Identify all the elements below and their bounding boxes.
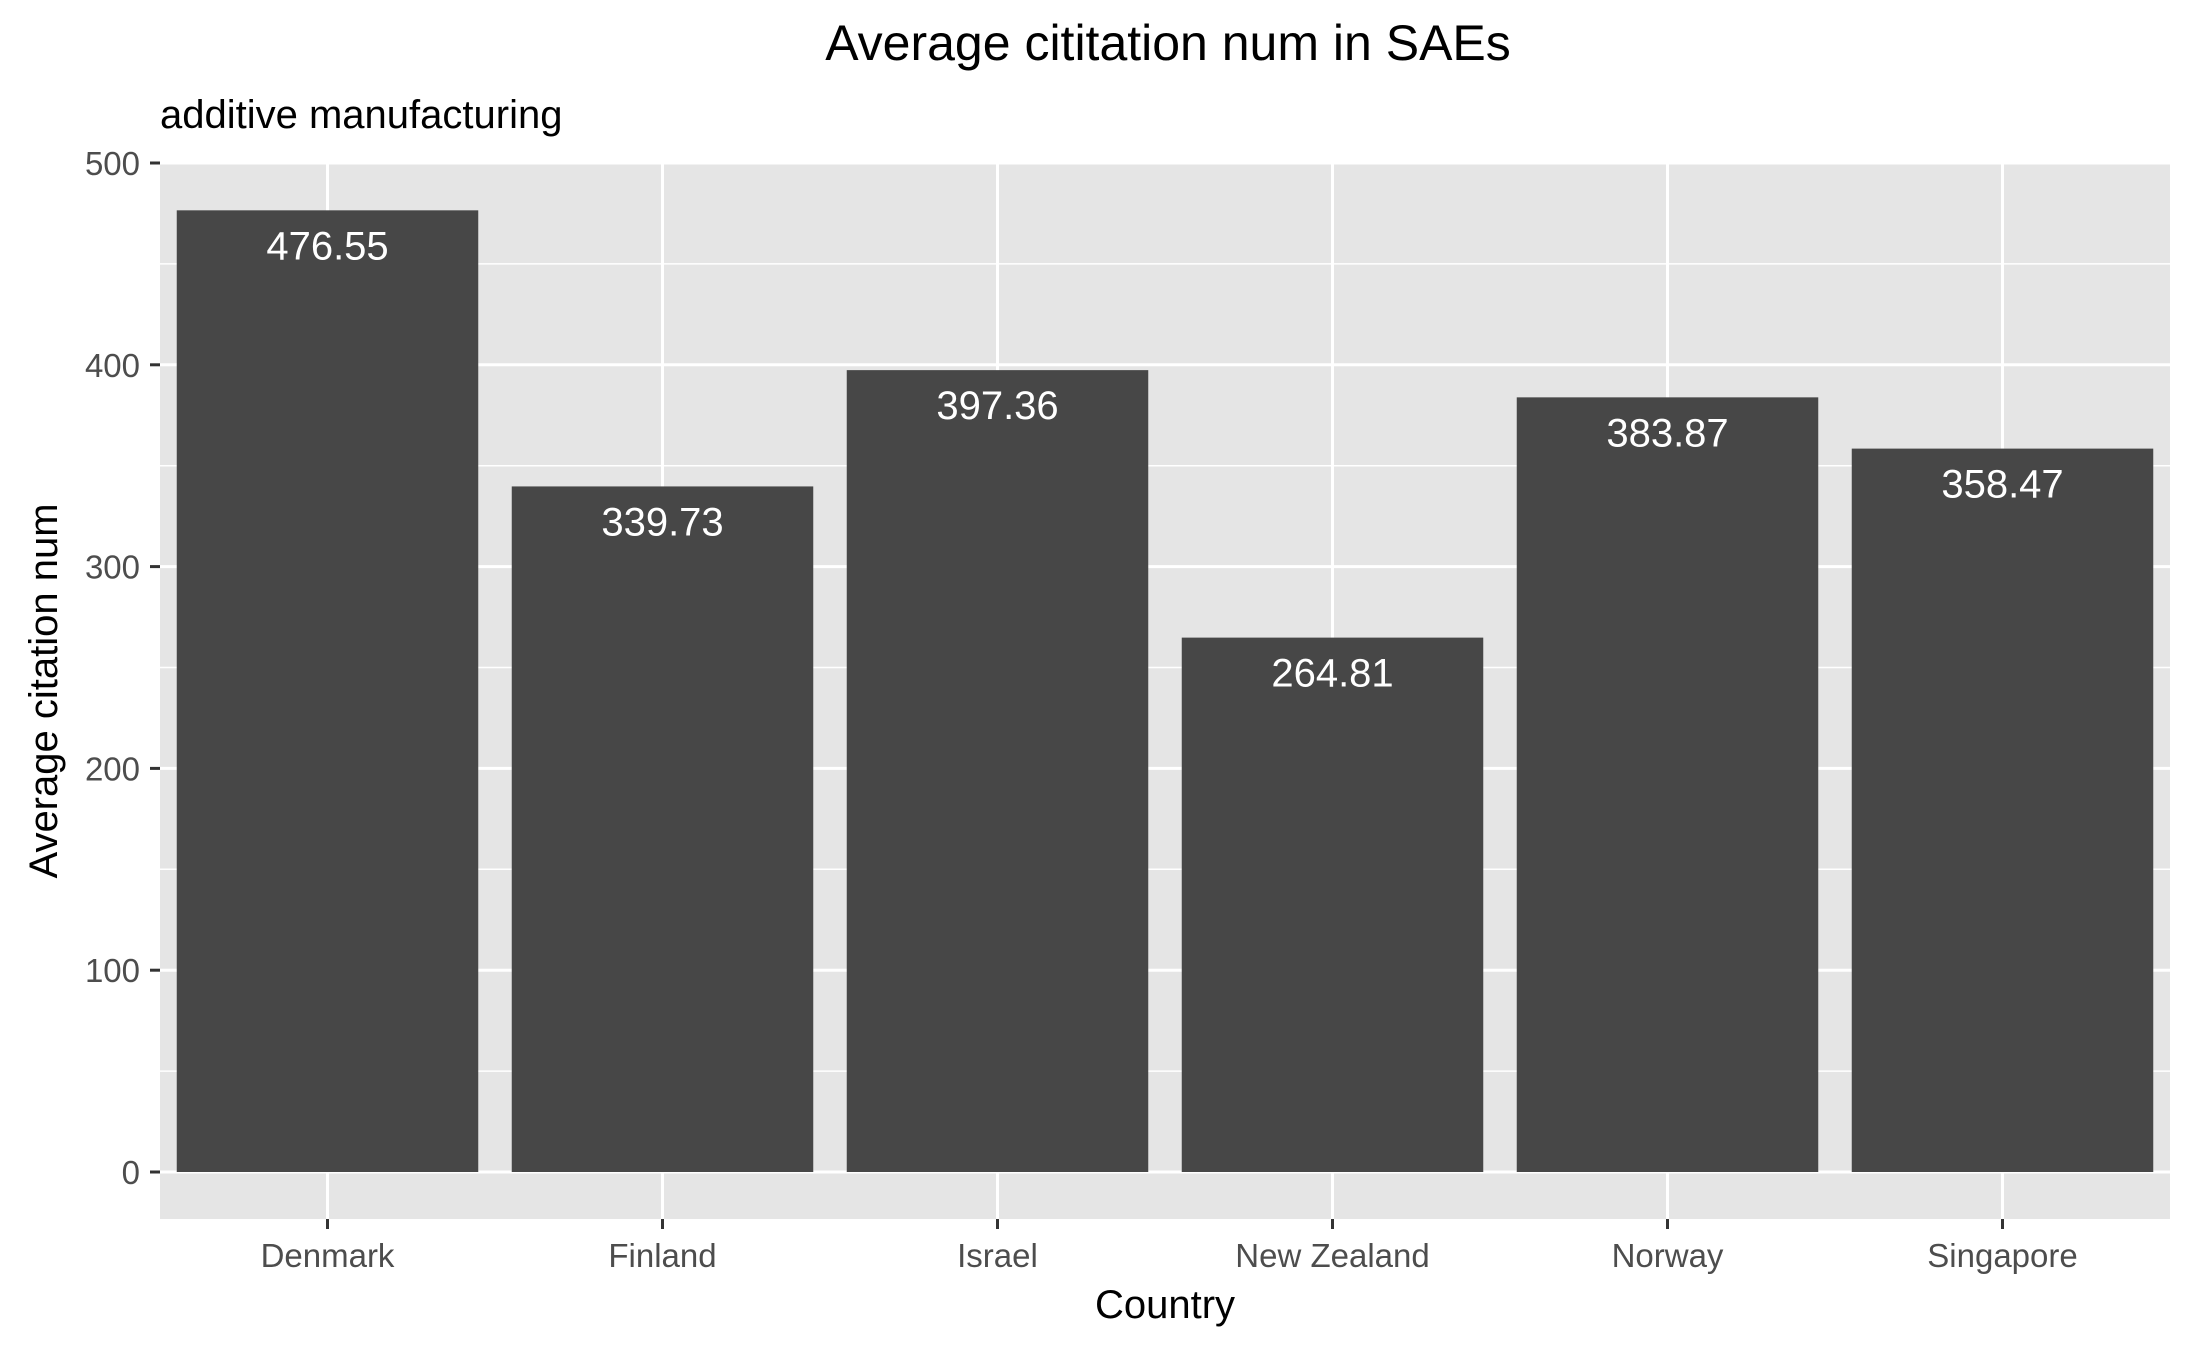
bar	[1181, 637, 1484, 1172]
data-labels: 476.55 339.73 397.36 264.81 383.87 358.47	[266, 224, 2063, 695]
data-label: 397.36	[936, 384, 1058, 428]
bar	[511, 486, 814, 1172]
x-tick-label: Norway	[1612, 1237, 1724, 1274]
minor-gridlines	[160, 263, 2170, 1072]
bar	[846, 370, 1149, 1172]
data-label: 476.55	[266, 224, 388, 268]
chart-subtitle: additive manufacturing	[160, 93, 562, 137]
y-axis-title: Average citation num	[22, 503, 66, 878]
data-label: 358.47	[1941, 463, 2063, 507]
x-tick-label: Denmark	[261, 1237, 395, 1274]
x-axis: Denmark Finland Israel New Zealand Norway Sin…	[261, 1219, 2078, 1274]
bar	[1851, 448, 2154, 1172]
y-tick-label: 0	[122, 1154, 140, 1191]
data-label: 264.81	[1271, 652, 1393, 696]
data-label: 339.73	[601, 500, 723, 544]
y-tick-label: 100	[85, 952, 140, 989]
y-tick-label: 500	[85, 145, 140, 182]
plot-panel	[160, 163, 2170, 1219]
x-tick-label: Singapore	[1927, 1237, 2077, 1274]
bar	[176, 210, 479, 1173]
x-axis-title: Country	[1095, 1283, 1235, 1327]
x-tick-label: New Zealand	[1235, 1237, 1429, 1274]
data-label: 383.87	[1606, 411, 1728, 455]
x-tick-label: Israel	[957, 1237, 1038, 1274]
bar	[1516, 397, 1819, 1172]
y-tick-label: 300	[85, 549, 140, 586]
chart-title: Average cititation num in SAEs	[825, 15, 1511, 71]
y-axis: 0 100 200 300 400 500	[85, 145, 160, 1191]
x-tick-label: Finland	[608, 1237, 716, 1274]
bars	[176, 210, 2154, 1173]
y-tick-label: 400	[85, 347, 140, 384]
y-tick-label: 200	[85, 750, 140, 787]
